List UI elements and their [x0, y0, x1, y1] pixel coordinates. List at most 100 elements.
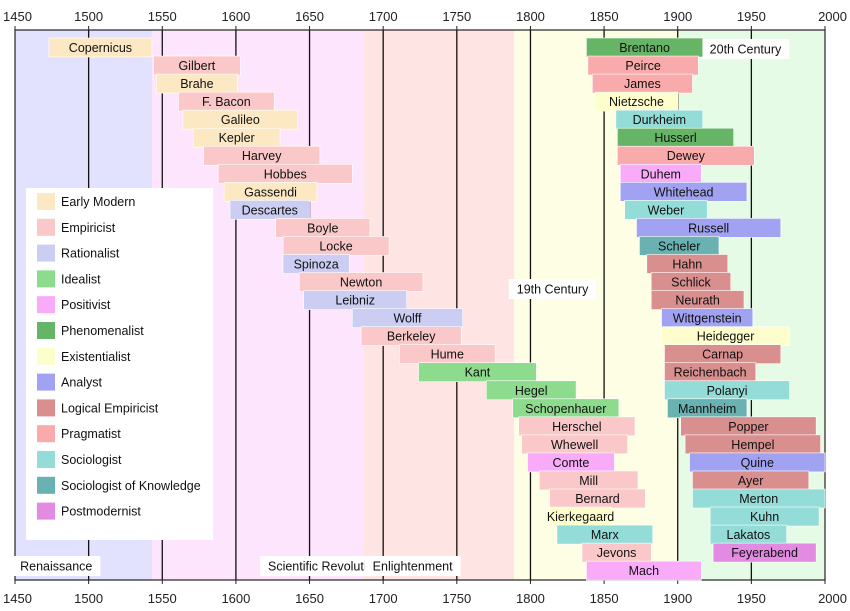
legend-label: Postmodernist [61, 505, 141, 519]
bar-label-brentano: Brentano [619, 41, 670, 55]
legend-swatch [37, 476, 55, 494]
bar-label-hobbes: Hobbes [264, 167, 307, 181]
bar-mill: Mill [538, 470, 639, 491]
bar-label-merton: Merton [739, 492, 778, 506]
legend-item-positivist: Positivist [37, 296, 111, 314]
bar-kepler: Kepler [192, 127, 281, 148]
bar-label-wittgenstein: Wittgenstein [673, 312, 742, 326]
tick-label-bottom-2000: 2000 [818, 591, 847, 606]
legend-item-sociologist: Sociologist [37, 451, 122, 468]
bar-mach: Mach [586, 560, 702, 581]
bar-dewey: Dewey [617, 145, 755, 166]
bar-label-ayer: Ayer [738, 474, 763, 488]
tick-label-top-1900: 1900 [663, 9, 692, 24]
bar-rect-mach [586, 560, 702, 581]
bar-heidegger: Heidegger [661, 326, 790, 346]
bar-label-lakatos: Lakatos [727, 528, 771, 542]
bar-quine: Quine [689, 452, 826, 473]
bar-wolff: Wolff [351, 308, 464, 328]
bar-popper: Popper [680, 416, 817, 437]
legend-item-pragmatist: Pragmatist [37, 425, 121, 443]
tick-label-top-1450: 1450 [3, 9, 32, 24]
bar-newton: Newton [298, 272, 424, 292]
bar-label-wolff: Wolff [393, 312, 422, 326]
bar-berkeley: Berkeley [360, 326, 462, 346]
era-label-20th-century: 20th Century [701, 39, 790, 59]
tick-label-bottom-1700: 1700 [369, 591, 398, 606]
legend-item-rationalist: Rationalist [37, 244, 120, 262]
bar-label-quine: Quine [741, 456, 774, 470]
bar-label-reichenbach: Reichenbach [674, 366, 747, 380]
bar-whitehead: Whitehead [619, 182, 748, 202]
legend-label: Early Modern [61, 195, 135, 209]
legend-label: Sociologist [61, 453, 122, 467]
bar-scheler: Scheler [639, 236, 720, 256]
bar-label-boyle: Boyle [307, 221, 338, 235]
philosopher-bars: Copernicus Gilbert Brahe F. Bacon Galileo Kep… [48, 37, 826, 581]
bar-f-bacon: F. Bacon [178, 91, 275, 112]
tick-label-top-1550: 1550 [148, 9, 177, 24]
tick-label-bottom-1900: 1900 [663, 591, 692, 606]
bar-label-heidegger: Heidegger [697, 330, 755, 344]
bar-label-jevons: Jevons [597, 546, 637, 560]
legend-swatch [37, 425, 55, 443]
bar-leibniz: Leibniz [303, 290, 408, 310]
bar-hempel: Hempel [684, 434, 821, 455]
bar-ayer: Ayer [692, 470, 810, 491]
legend-swatch [37, 296, 55, 314]
bar-label-berkeley: Berkeley [387, 330, 436, 344]
legend-swatch [37, 373, 55, 391]
bar-spinoza: Spinoza [282, 254, 350, 274]
legend-swatch [37, 270, 55, 288]
era-label-text: Renaissance [20, 560, 92, 574]
bar-label-marx: Marx [591, 528, 620, 542]
era-labels: Renaissance Scientific RevolutionEnlighte… [12, 39, 790, 576]
bar-label-newton: Newton [340, 276, 382, 290]
bar-label-kant: Kant [465, 366, 491, 380]
bar-kant: Kant [418, 362, 537, 383]
bar-label-hume: Hume [431, 348, 464, 362]
legend-item-logical-empiricist: Logical Empiricist [37, 399, 159, 417]
bar-gilbert: Gilbert [153, 55, 241, 76]
bar-boyle: Boyle [275, 218, 371, 238]
bar-label-whitehead: Whitehead [654, 185, 714, 199]
bar-bernard: Bernard [549, 488, 646, 509]
bar-label-scheler: Scheler [658, 239, 700, 253]
bar-label-galileo: Galileo [221, 113, 260, 127]
legend-item-sociologist-of-knowledge: Sociologist of Knowledge [37, 476, 201, 494]
bar-locke: Locke [282, 236, 390, 256]
tick-label-bottom-1450: 1450 [3, 591, 32, 606]
bar-label-schopenhauer: Schopenhauer [525, 402, 606, 416]
bar-label-f-bacon: F. Bacon [202, 95, 251, 109]
tick-label-top-1750: 1750 [442, 9, 471, 24]
era-label-box [12, 556, 101, 576]
bar-hegel: Hegel [485, 380, 577, 401]
top-axis-ticks: 1450 1500 1550 1600 1650 1700 1750 1800 1850 1900… [3, 9, 847, 30]
bar-label-mannheim: Mannheim [678, 402, 736, 416]
plot-frame [14, 29, 826, 581]
bar-label-james: James [624, 77, 661, 91]
tick-label-bottom-1650: 1650 [295, 591, 324, 606]
era-label-box [259, 556, 389, 576]
bar-label-feyerabend: Feyerabend [731, 546, 798, 560]
bar-descartes: Descartes [229, 200, 310, 220]
bar-label-comte: Comte [553, 456, 590, 470]
bar-weber: Weber [624, 200, 708, 220]
bar-label-popper: Popper [728, 420, 768, 434]
bar-husserl: Husserl [617, 127, 734, 148]
bar-label-kierkegaard: Kierkegaard [547, 510, 614, 524]
tick-label-top-2000: 2000 [818, 9, 847, 24]
bar-label-mill: Mill [579, 474, 598, 488]
tick-label-top-1650: 1650 [295, 9, 324, 24]
legend-label: Existentialist [61, 350, 131, 364]
bar-label-hegel: Hegel [515, 384, 548, 398]
bar-comte: Comte [527, 452, 615, 473]
bar-label-gassendi: Gassendi [244, 185, 297, 199]
bar-label-kepler: Kepler [219, 131, 255, 145]
bar-brentano: Brentano [586, 37, 704, 58]
bar-kuhn: Kuhn [709, 506, 820, 527]
bar-hume: Hume [399, 344, 496, 364]
tick-label-bottom-1800: 1800 [516, 591, 545, 606]
bar-rect-kant [418, 362, 537, 383]
bar-hahn: Hahn [646, 254, 729, 274]
